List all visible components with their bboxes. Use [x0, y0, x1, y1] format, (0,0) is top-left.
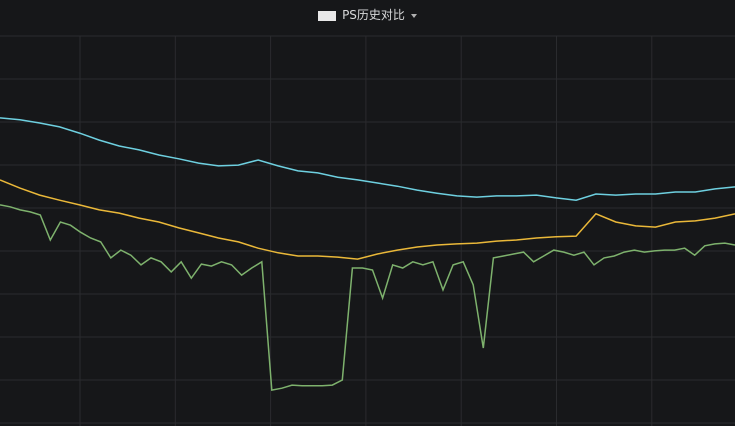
series-line	[0, 179, 735, 260]
panel-header[interactable]: PS历史对比	[0, 6, 735, 24]
panel-icon	[318, 10, 337, 21]
series-line	[0, 117, 735, 201]
series-line	[0, 204, 735, 391]
dropdown-caret[interactable]	[410, 13, 417, 18]
chart-title[interactable]: PS历史对比	[342, 8, 405, 22]
